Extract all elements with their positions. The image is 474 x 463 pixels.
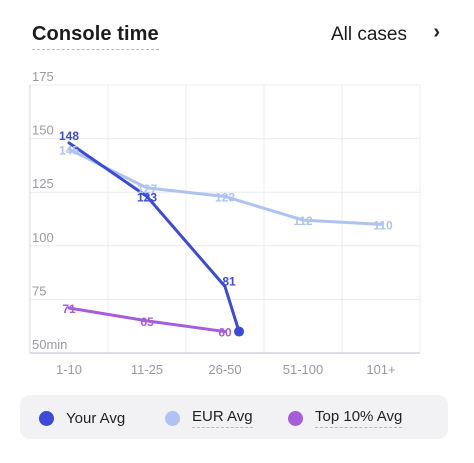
series-line-eur-avg — [67, 147, 383, 226]
x-tick-label: 51-100 — [283, 362, 323, 377]
x-tick-label: 1-10 — [56, 362, 82, 377]
data-label-eur-avg: 123 — [215, 190, 235, 204]
data-label-top-10-avg: 60 — [218, 326, 232, 340]
data-label-eur-avg: 127 — [137, 182, 157, 196]
x-tick-label: 101+ — [366, 362, 395, 377]
eur-avg-swatch-icon — [165, 410, 180, 426]
legend-item-top10-avg[interactable]: Top 10% Avg — [288, 407, 403, 429]
page-title: Console time — [32, 23, 159, 50]
console-time-chart: 175 150 125 100 75 50min 1-10 11-25 26-50 51-100 1… — [29, 69, 421, 377]
data-label-top-10-avg: 65 — [140, 315, 154, 329]
data-label-your-avg: 148 — [59, 129, 79, 143]
top10-avg-swatch-icon — [288, 410, 303, 426]
header: Console time All cases › — [0, 0, 474, 60]
legend-label: Your Avg — [66, 409, 126, 427]
your-avg-end-point — [234, 326, 245, 337]
legend-item-your-avg[interactable]: Your Avg — [39, 407, 125, 429]
case-filter-dropdown[interactable]: All cases — [330, 24, 407, 45]
data-label-eur-avg: 112 — [293, 214, 313, 228]
legend-label: EUR Avg — [192, 408, 253, 428]
series-line-top-10-avg — [67, 306, 227, 334]
series-line-your-avg — [67, 141, 241, 334]
x-tick-label: 26-50 — [208, 362, 241, 377]
y-tick-label: 100 — [32, 230, 54, 245]
your-avg-swatch-icon — [39, 410, 54, 426]
chevron-right-icon[interactable]: › — [433, 21, 440, 43]
data-label-eur-avg: 145 — [59, 143, 79, 157]
chart-legend: Your Avg EUR Avg Top 10% Avg — [20, 395, 448, 439]
legend-item-eur-avg[interactable]: EUR Avg — [165, 407, 253, 429]
data-label-top-10-avg: 71 — [62, 302, 76, 316]
y-tick-label: 150 — [32, 123, 54, 138]
x-tick-label: 11-25 — [131, 362, 163, 377]
y-tick-label: 175 — [32, 69, 54, 84]
data-label-eur-avg: 110 — [373, 218, 393, 232]
legend-label: Top 10% Avg — [315, 408, 403, 428]
y-tick-label: 75 — [32, 283, 46, 298]
y-tick-label: 125 — [32, 176, 54, 191]
data-label-your-avg: 81 — [222, 275, 236, 289]
data-label-your-avg: 123 — [137, 190, 157, 204]
y-tick-label: 50min — [32, 337, 67, 352]
